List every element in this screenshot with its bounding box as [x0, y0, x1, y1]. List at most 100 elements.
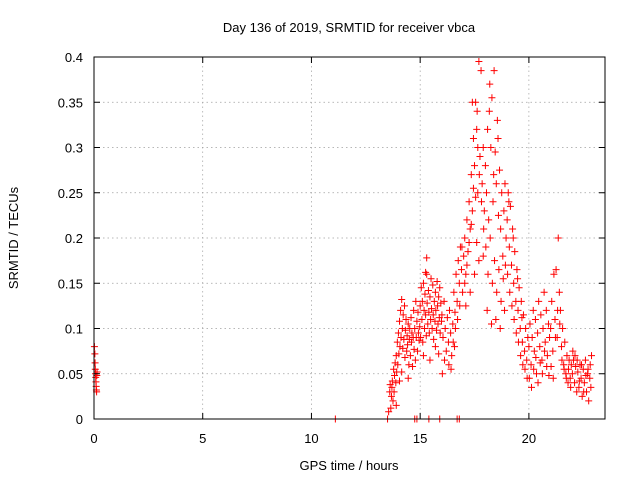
- x-tick-label: 5: [199, 431, 206, 446]
- data-point: [410, 345, 418, 353]
- data-point: [474, 189, 482, 197]
- data-point: [547, 363, 555, 371]
- data-point: [443, 314, 451, 322]
- data-point: [578, 361, 586, 369]
- data-point: [450, 288, 458, 296]
- data-point: [514, 275, 522, 283]
- y-tick-label: 0.35: [58, 95, 83, 110]
- data-point: [526, 320, 534, 328]
- data-point: [458, 243, 466, 251]
- data-point: [558, 356, 566, 364]
- data-point: [451, 325, 459, 332]
- data-point: [428, 325, 436, 332]
- data-point: [488, 94, 496, 102]
- data-point: [411, 325, 419, 332]
- data-point: [454, 257, 462, 265]
- data-point: [445, 361, 453, 369]
- data-point: [457, 266, 465, 274]
- data-point: [527, 361, 535, 369]
- data-point: [518, 314, 526, 322]
- data-point: [493, 288, 501, 296]
- data-point: [407, 338, 415, 346]
- data-point: [502, 234, 510, 242]
- data-point: [447, 329, 455, 337]
- data-point: [581, 356, 589, 364]
- data-point: [509, 225, 517, 233]
- data-point: [438, 370, 446, 378]
- data-point: [449, 320, 457, 328]
- data-point: [473, 125, 481, 133]
- data-point: [486, 234, 494, 242]
- data-point: [544, 320, 552, 328]
- data-point: [564, 365, 572, 373]
- data-point: [582, 372, 590, 380]
- x-tick-label: 20: [522, 431, 536, 446]
- data-point: [473, 239, 481, 247]
- data-point: [429, 281, 437, 289]
- data-point: [403, 332, 411, 340]
- data-point: [437, 317, 445, 325]
- data-point: [429, 311, 437, 319]
- data-point: [463, 216, 471, 224]
- data-point: [466, 288, 474, 296]
- data-point: [574, 368, 582, 376]
- data-point: [513, 266, 521, 274]
- data-point: [486, 80, 494, 88]
- data-point: [499, 275, 507, 283]
- data-point: [456, 302, 464, 310]
- data-point: [572, 363, 580, 371]
- data-point: [568, 370, 576, 378]
- data-point: [585, 397, 593, 405]
- data-point: [416, 323, 424, 331]
- data-point: [392, 379, 400, 387]
- data-point: [462, 270, 470, 278]
- data-point: [409, 363, 417, 371]
- data-point: [490, 67, 498, 75]
- data-point: [521, 365, 529, 373]
- y-tick-label: 0.4: [65, 50, 83, 65]
- data-point: [484, 125, 492, 133]
- data-point: [426, 293, 434, 301]
- data-point: [575, 377, 583, 385]
- data-point: [388, 383, 396, 391]
- data-point: [410, 306, 418, 314]
- grid: [94, 57, 605, 419]
- data-point: [545, 372, 553, 380]
- data-point: [522, 325, 530, 332]
- data-point: [490, 171, 498, 179]
- x-tick-label: 10: [304, 431, 318, 446]
- data-point: [427, 275, 435, 283]
- data-point: [433, 277, 441, 285]
- data-point: [472, 193, 480, 201]
- data-point: [421, 290, 429, 298]
- data-point: [387, 404, 395, 412]
- data-point: [494, 134, 502, 142]
- data-point: [399, 344, 407, 352]
- data-point: [430, 297, 438, 305]
- data-point: [401, 302, 409, 310]
- data-point: [482, 189, 490, 197]
- data-point: [403, 347, 411, 355]
- data-point: [555, 288, 563, 296]
- data-point: [562, 374, 570, 382]
- data-point: [534, 329, 542, 337]
- data-point: [563, 352, 571, 360]
- data-point: [551, 315, 559, 323]
- data-point: [431, 343, 439, 351]
- data-point: [556, 320, 564, 328]
- data-point: [474, 144, 482, 151]
- data-point: [424, 320, 432, 328]
- data-point: [530, 347, 538, 355]
- data-point: [447, 365, 455, 373]
- data-point: [488, 279, 496, 287]
- data-point: [395, 350, 403, 358]
- data-point: [517, 297, 525, 305]
- data-point: [397, 306, 405, 314]
- data-point: [93, 368, 101, 376]
- data-point: [461, 279, 469, 287]
- data-point: [398, 296, 406, 304]
- data-point: [509, 234, 517, 242]
- data-point: [441, 325, 449, 332]
- data-point: [519, 361, 527, 369]
